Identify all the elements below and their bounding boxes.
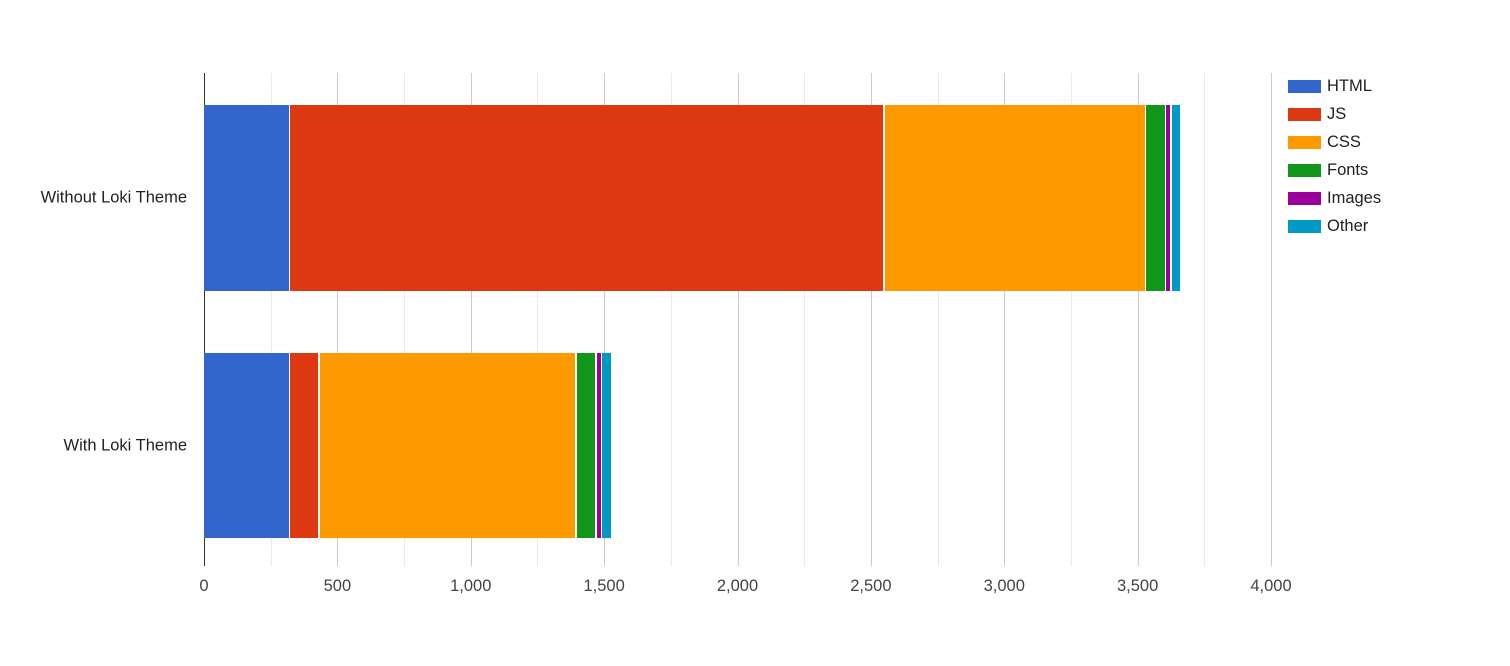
bar-segment-fonts[interactable] [576, 353, 596, 538]
gridline [870, 73, 872, 566]
legend-label: CSS [1327, 133, 1361, 151]
legend-swatch-html [1288, 80, 1321, 93]
legend-item-js[interactable]: JS [1288, 101, 1346, 129]
bar-segment-images[interactable] [1166, 105, 1171, 291]
bar-segment-other[interactable] [602, 353, 611, 538]
bar-segment-fonts[interactable] [1146, 105, 1165, 291]
legend-swatch-css [1288, 136, 1321, 149]
legend-label: Images [1327, 189, 1382, 207]
gridline [937, 73, 939, 566]
category-label: With Loki Theme [63, 436, 188, 454]
axis-baseline [204, 73, 205, 566]
x-axis-tick-label: 3,000 [983, 577, 1025, 595]
gridline [1004, 73, 1006, 566]
x-axis-tick-label: 2,000 [716, 577, 759, 595]
legend-item-images[interactable]: Images [1288, 185, 1381, 213]
gridline [404, 73, 406, 566]
legend-label: Other [1327, 217, 1369, 235]
legend-item-html[interactable]: HTML [1288, 73, 1372, 101]
legend-label: Fonts [1327, 161, 1369, 179]
legend-item-fonts[interactable]: Fonts [1288, 157, 1368, 185]
legend-label: HTML [1327, 77, 1372, 95]
gridline [270, 73, 272, 566]
gridline [670, 73, 672, 566]
gridline [337, 73, 339, 566]
bar-segment-images[interactable] [596, 353, 601, 538]
bar-with-loki-theme [204, 353, 611, 538]
gridline [804, 73, 806, 566]
x-axis-tick-label: 1,500 [583, 577, 625, 595]
category-label: Without Loki Theme [40, 188, 187, 207]
legend-swatch-js [1288, 108, 1321, 121]
gridline [1271, 73, 1272, 566]
legend-swatch-other [1288, 220, 1321, 233]
legend-swatch-fonts [1288, 164, 1321, 177]
bar-segment-html[interactable] [204, 105, 289, 291]
gridline [1137, 73, 1139, 566]
bar-segment-css[interactable] [319, 353, 576, 538]
gridline [1204, 73, 1206, 566]
bar-without-loki-theme [204, 105, 1181, 291]
gridline [737, 73, 739, 566]
gridline [470, 73, 472, 566]
x-axis-tick-label: 0 [199, 577, 209, 595]
bar-segment-html[interactable] [204, 353, 289, 538]
x-axis-tick-label: 1,000 [450, 577, 492, 595]
legend-swatch-images [1288, 192, 1321, 205]
plot-area [204, 73, 1272, 566]
legend-item-css[interactable]: CSS [1288, 129, 1361, 157]
bar-segment-js[interactable] [290, 353, 318, 538]
gridline [537, 73, 539, 566]
legend-label: JS [1327, 105, 1347, 123]
x-axis-tick-label: 2,500 [850, 577, 892, 595]
gridline [1070, 73, 1072, 566]
bar-segment-other[interactable] [1171, 105, 1181, 291]
bar-segment-js[interactable] [290, 105, 884, 291]
gridline [604, 73, 606, 566]
bar-segment-css[interactable] [885, 105, 1145, 291]
x-axis-tick-label: 500 [323, 577, 352, 595]
x-axis-tick-label: 4,000 [1250, 577, 1292, 595]
x-axis-tick-label: 3,500 [1116, 577, 1159, 595]
legend-item-other[interactable]: Other [1288, 213, 1368, 241]
